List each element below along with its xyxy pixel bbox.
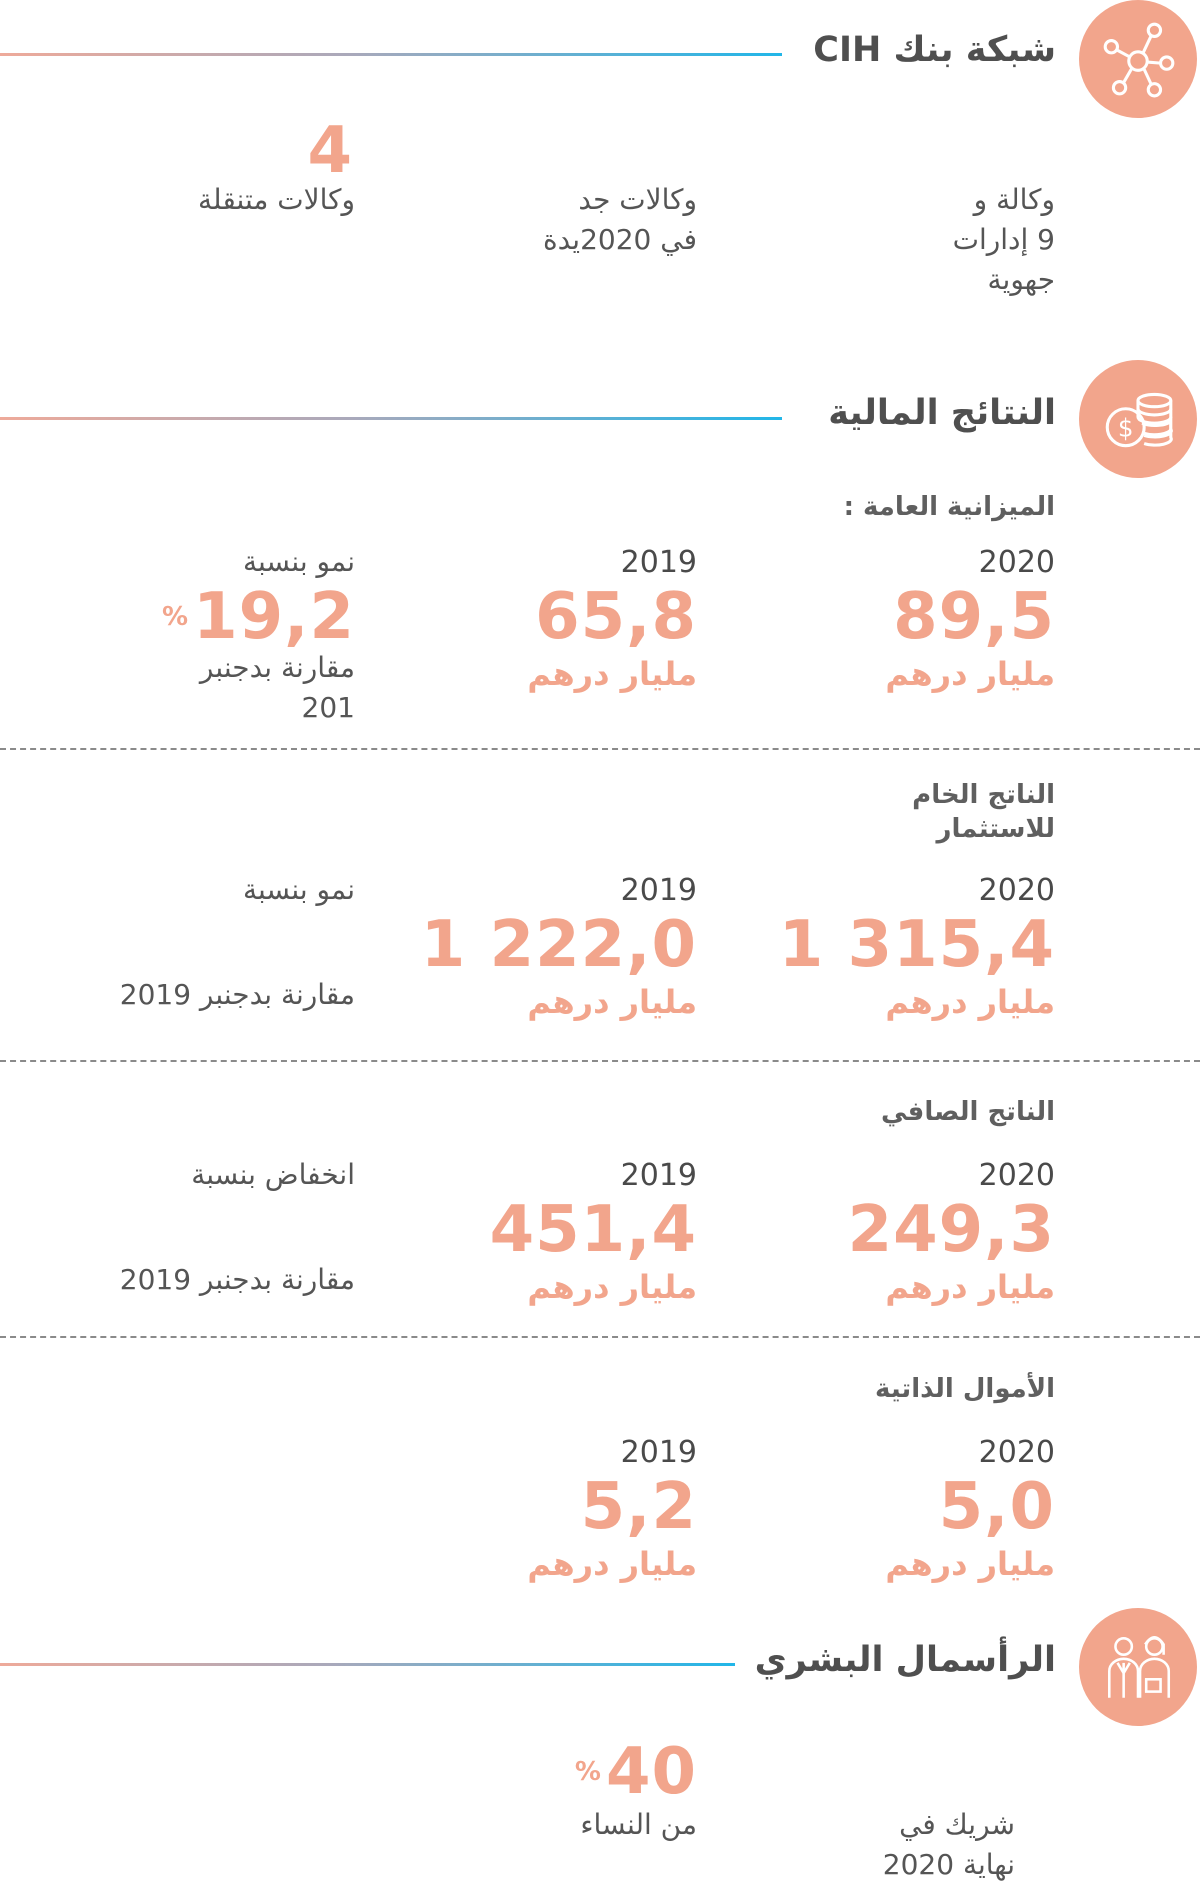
network-icon <box>1079 0 1197 118</box>
human-title-line <box>0 1663 735 1666</box>
equity-unit-2019: مليار درهم <box>527 1545 697 1583</box>
equity-value-2020: 5,0 <box>938 1470 1055 1544</box>
svg-text:$: $ <box>1118 413 1134 442</box>
net-year-2019: 2019 <box>620 1158 697 1193</box>
network-regional-text: وكالة و 9 إدارات جهوية <box>952 183 1055 296</box>
women-share-label: من النساء <box>580 1808 697 1841</box>
network-new-agencies-text: وكالات جد في 2020يدة <box>542 183 697 256</box>
equity-label: الأموال الذاتية <box>875 1374 1055 1404</box>
balance-year-2019: 2019 <box>620 545 697 580</box>
balance-value-2020: 89,5 <box>893 580 1055 654</box>
net-label: الناتج الصافي <box>881 1097 1055 1127</box>
balance-comparison: مقارنة بدجنبر 201 <box>199 651 355 724</box>
women-share-value: %40 <box>574 1735 697 1809</box>
balance-label: الميزانية العامة : <box>843 492 1055 522</box>
network-title-line <box>0 53 782 56</box>
gross-value-2019: 1 222,0 <box>420 908 697 982</box>
gross-year-2020: 2020 <box>978 873 1055 908</box>
human-section-title: الرأسمال البشري <box>754 1640 1056 1680</box>
divider-3 <box>0 1336 1200 1338</box>
gross-unit-2019: مليار درهم <box>527 983 697 1021</box>
financial-section-title: النتائج المالية <box>828 393 1056 433</box>
equity-year-2020: 2020 <box>978 1435 1055 1470</box>
coins-icon: $ <box>1079 360 1197 478</box>
net-decline-label: انخفاض بنسبة <box>191 1158 355 1191</box>
gross-unit-2020: مليار درهم <box>885 983 1055 1021</box>
financial-title-line <box>0 417 782 420</box>
gross-year-2019: 2019 <box>620 873 697 908</box>
balance-value-2019: 65,8 <box>535 580 697 654</box>
network-section-title: شبكة بنك CIH <box>813 30 1056 70</box>
net-comparison: مقارنة بدجنبر 2019 <box>119 1263 355 1296</box>
balance-growth-value: %19,2 <box>162 580 355 654</box>
gross-value-2020: 1 315,4 <box>778 908 1055 982</box>
mobile-agencies-value: 4 <box>307 114 353 188</box>
equity-value-2019: 5,2 <box>580 1470 697 1544</box>
net-unit-2019: مليار درهم <box>527 1268 697 1306</box>
net-value-2020: 249,3 <box>847 1193 1055 1267</box>
partners-text: شريك في نهاية 2020 <box>882 1808 1015 1881</box>
balance-growth-label: نمو بنسبة <box>242 545 355 578</box>
net-unit-2020: مليار درهم <box>885 1268 1055 1306</box>
gross-growth-label: نمو بنسبة <box>242 873 355 906</box>
net-year-2020: 2020 <box>978 1158 1055 1193</box>
mobile-agencies-label: وكالات متنقلة <box>198 183 355 216</box>
balance-unit-2019: مليار درهم <box>527 655 697 693</box>
balance-unit-2020: مليار درهم <box>885 655 1055 693</box>
gross-comparison: مقارنة بدجنبر 2019 <box>119 978 355 1011</box>
people-icon <box>1079 1608 1197 1726</box>
net-value-2019: 451,4 <box>489 1193 697 1267</box>
divider-1 <box>0 748 1200 750</box>
equity-year-2019: 2019 <box>620 1435 697 1470</box>
equity-unit-2020: مليار درهم <box>885 1545 1055 1583</box>
gross-label: الناتج الخام للاستثمار <box>912 780 1055 844</box>
divider-2 <box>0 1060 1200 1062</box>
balance-year-2020: 2020 <box>978 545 1055 580</box>
